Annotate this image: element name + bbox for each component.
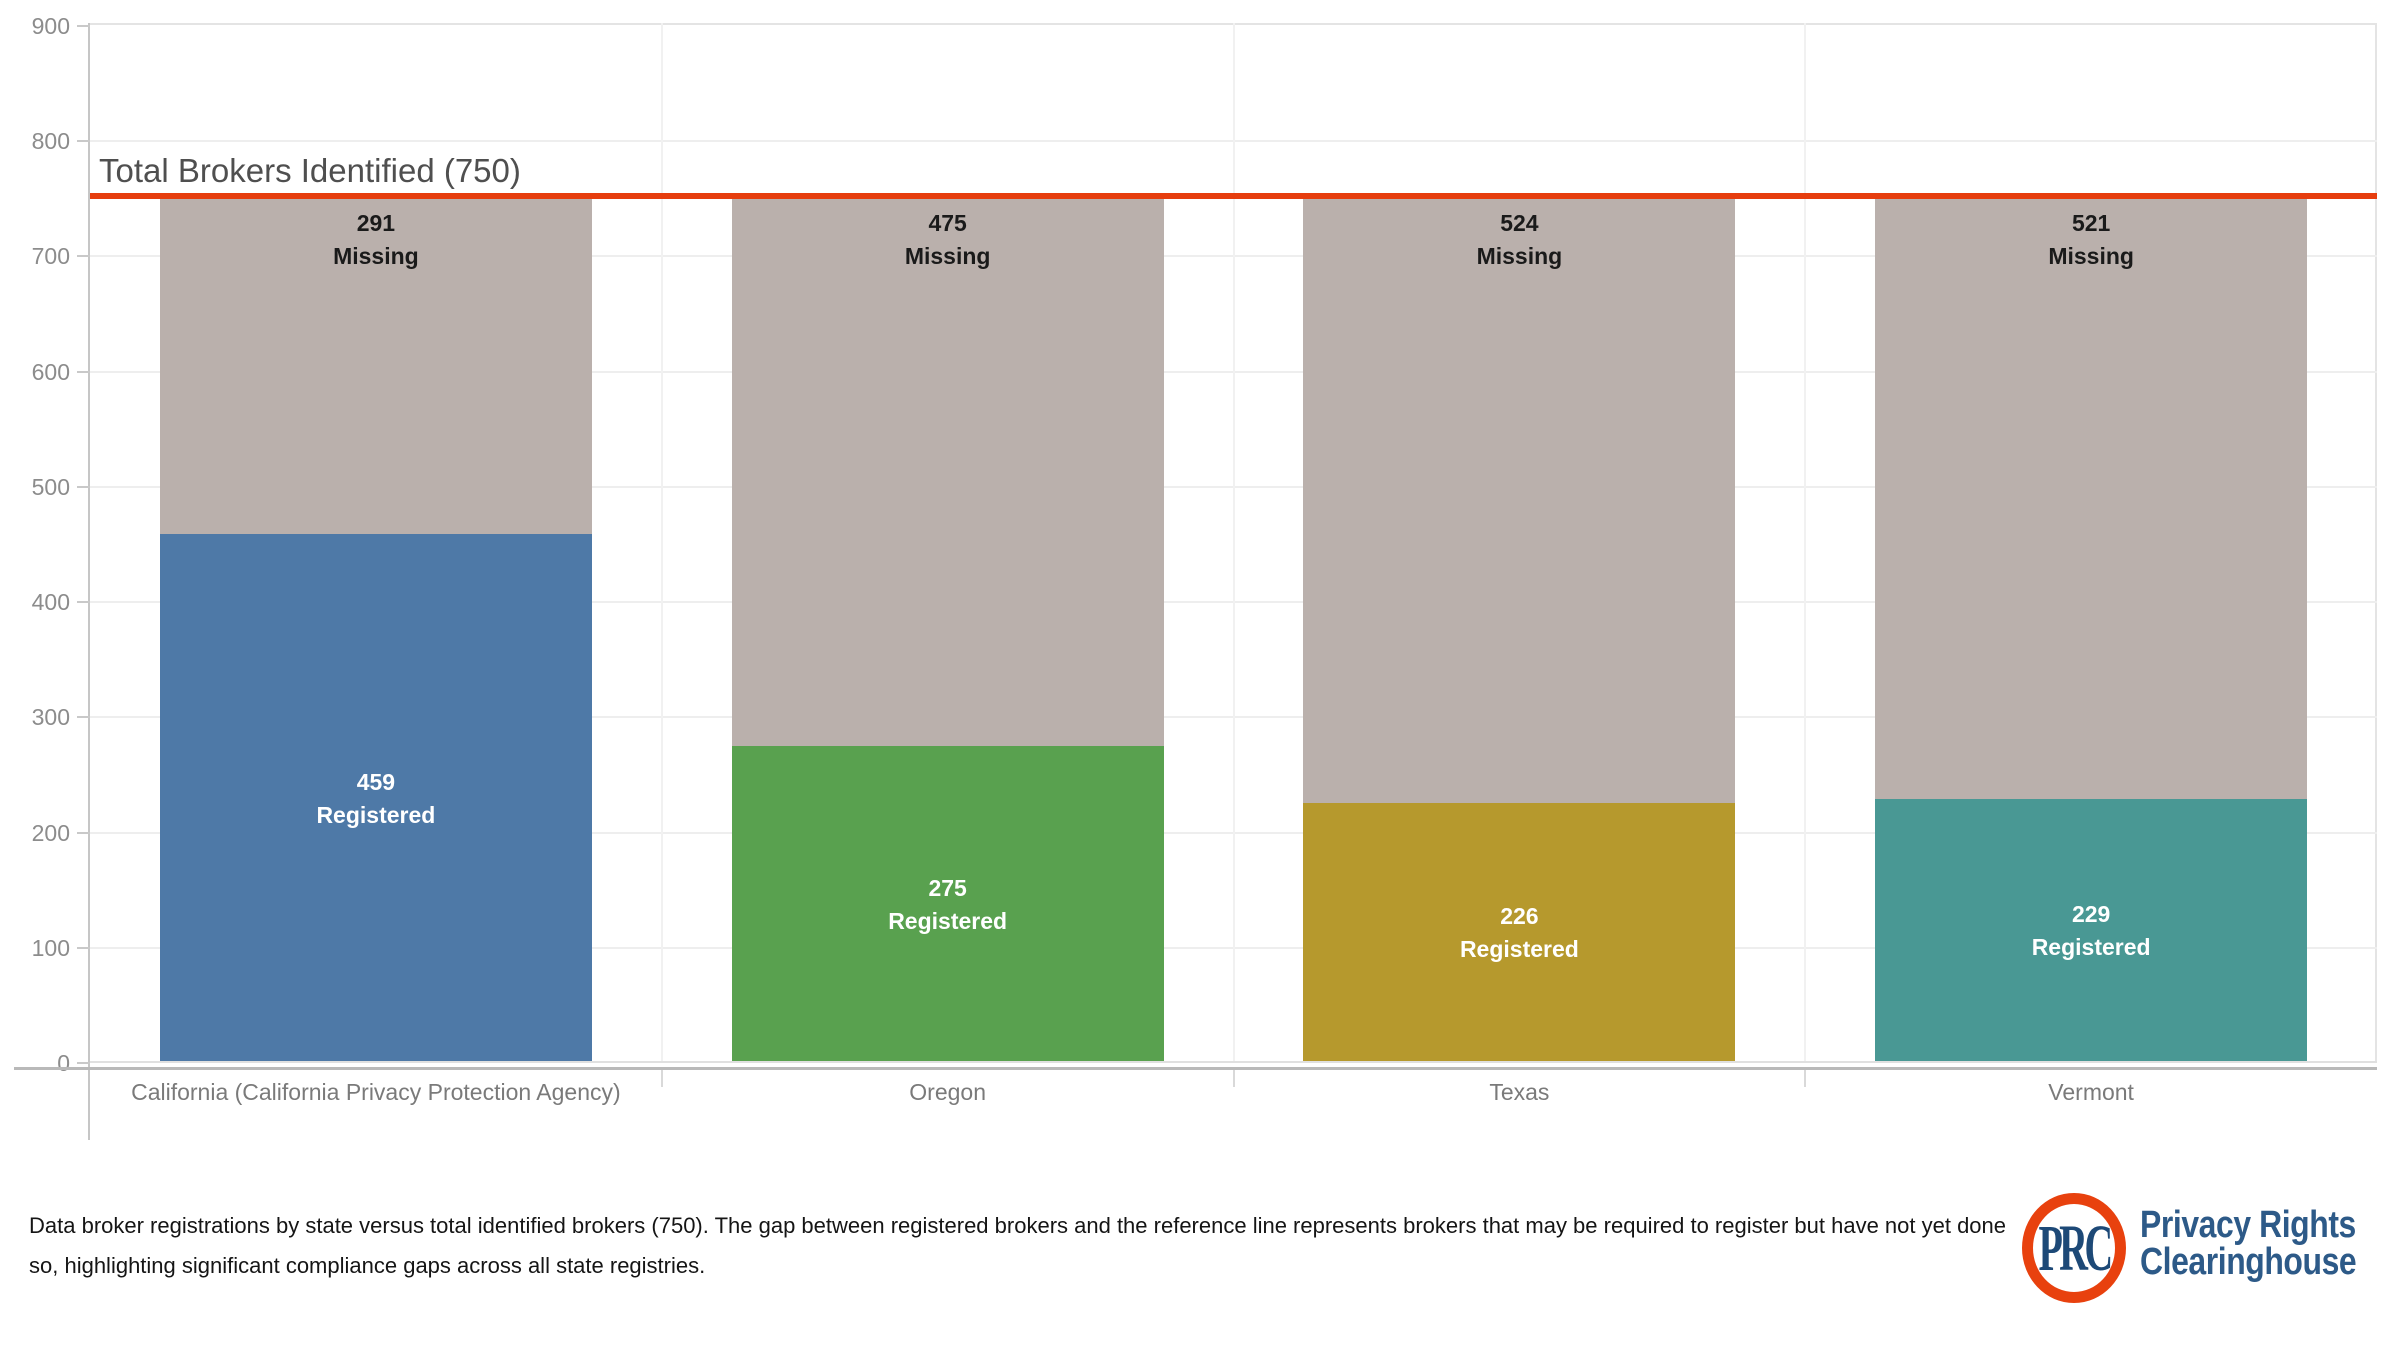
bar-segment-missing-california[interactable] bbox=[159, 198, 592, 535]
missing-value: 524 bbox=[1500, 209, 1539, 236]
plot-right-border bbox=[2375, 23, 2377, 1063]
bar-segment-missing-texas[interactable] bbox=[1303, 198, 1736, 803]
bar-label-registered-oregon: 275 Registered bbox=[732, 872, 1164, 938]
y-tick-mark-900 bbox=[77, 25, 90, 27]
y-tick-mark-100 bbox=[77, 946, 90, 949]
y-tick-label-400: 400 bbox=[31, 589, 70, 616]
y-tick-label-600: 600 bbox=[31, 358, 70, 385]
x-category-label-oregon: Oregon bbox=[909, 1079, 986, 1105]
registered-value: 275 bbox=[928, 874, 967, 901]
missing-value: 475 bbox=[928, 209, 967, 236]
bar-segment-registered-vermont[interactable] bbox=[1875, 799, 2308, 1063]
category-divider-tick bbox=[660, 1070, 663, 1087]
bar-label-registered-texas: 226 Registered bbox=[1303, 900, 1735, 966]
y-tick-mark-200 bbox=[77, 831, 90, 834]
bar-segment-missing-oregon[interactable] bbox=[731, 198, 1164, 747]
bar-segment-registered-texas[interactable] bbox=[1303, 802, 1736, 1063]
y-tick-mark-500 bbox=[77, 485, 90, 488]
reference-line-label: Total Brokers Identified (750) bbox=[99, 151, 521, 189]
missing-series-name: Missing bbox=[1476, 242, 1563, 269]
chart-caption: Data broker registrations by state versu… bbox=[29, 1213, 2007, 1278]
prc-logo-line2: Clearinghouse bbox=[2140, 1241, 2357, 1283]
bar-label-missing-texas: 524 Missing bbox=[1303, 207, 1735, 273]
x-category-label-california: California (California Privacy Protectio… bbox=[131, 1079, 621, 1105]
registered-series-name: Registered bbox=[1459, 935, 1579, 962]
y-tick-label-700: 700 bbox=[31, 243, 70, 270]
x-category-label-vermont: Vermont bbox=[2048, 1079, 2134, 1105]
y-tick-label-800: 800 bbox=[31, 128, 70, 155]
y-tick-label-900: 900 bbox=[31, 13, 70, 39]
missing-value: 521 bbox=[2071, 209, 2111, 236]
bar-segment-missing-vermont[interactable] bbox=[1875, 198, 2308, 800]
y-tick-mark-400 bbox=[77, 601, 90, 604]
reference-line bbox=[90, 192, 2377, 199]
missing-series-name: Missing bbox=[904, 242, 991, 269]
prc-logo-monogram: PRC bbox=[2038, 1211, 2113, 1285]
y-tick-mark-300 bbox=[77, 716, 90, 719]
registered-value: 226 bbox=[1500, 902, 1539, 929]
bar-label-missing-oregon: 475 Missing bbox=[732, 207, 1164, 273]
plot-bottom-border bbox=[90, 1061, 2377, 1063]
missing-series-name: Missing bbox=[2048, 242, 2134, 269]
y-tick-label-500: 500 bbox=[31, 473, 70, 500]
bar-label-missing-vermont: 521 Missing bbox=[1875, 207, 2307, 273]
registered-value: 229 bbox=[2071, 901, 2111, 928]
y-tick-label-100: 100 bbox=[31, 934, 70, 961]
bar-label-registered-california: 459 Registered bbox=[160, 766, 592, 832]
category-divider-tick bbox=[1804, 1070, 1807, 1087]
missing-value: 291 bbox=[356, 209, 396, 236]
y-tick-label-0: 0 bbox=[57, 1050, 70, 1076]
category-axis-line bbox=[14, 1067, 2377, 1070]
y-tick-mark-0 bbox=[77, 1062, 90, 1064]
column-divider bbox=[1804, 23, 1807, 1061]
y-tick-mark-600 bbox=[77, 370, 90, 373]
registered-series-name: Registered bbox=[888, 907, 1008, 934]
column-divider bbox=[1232, 23, 1235, 1061]
prc-logo-ring-icon: PRC bbox=[2022, 1193, 2126, 1303]
missing-series-name: Missing bbox=[333, 242, 419, 269]
bar-segment-registered-oregon[interactable] bbox=[731, 746, 1164, 1063]
prc-logo-wordmark: Privacy Rights Clearinghouse bbox=[2140, 1204, 2357, 1283]
registered-series-name: Registered bbox=[2031, 934, 2151, 961]
y-tick-mark-800 bbox=[77, 140, 90, 143]
registered-value: 459 bbox=[356, 768, 396, 795]
bar-label-missing-california: 291 Missing bbox=[160, 207, 592, 273]
prc-logo-line1: Privacy Rights bbox=[2140, 1204, 2356, 1246]
bar-label-registered-vermont: 229 Registered bbox=[1875, 898, 2307, 964]
x-category-label-texas: Texas bbox=[1489, 1079, 1550, 1105]
y-tick-mark-700 bbox=[77, 255, 90, 258]
bar-segment-registered-california[interactable] bbox=[159, 534, 592, 1063]
registered-series-name: Registered bbox=[316, 801, 436, 828]
column-divider bbox=[660, 23, 663, 1061]
category-divider-tick bbox=[1232, 1070, 1235, 1087]
y-tick-label-300: 300 bbox=[31, 704, 70, 731]
y-tick-label-200: 200 bbox=[31, 819, 70, 846]
y-axis-line bbox=[88, 23, 90, 1140]
